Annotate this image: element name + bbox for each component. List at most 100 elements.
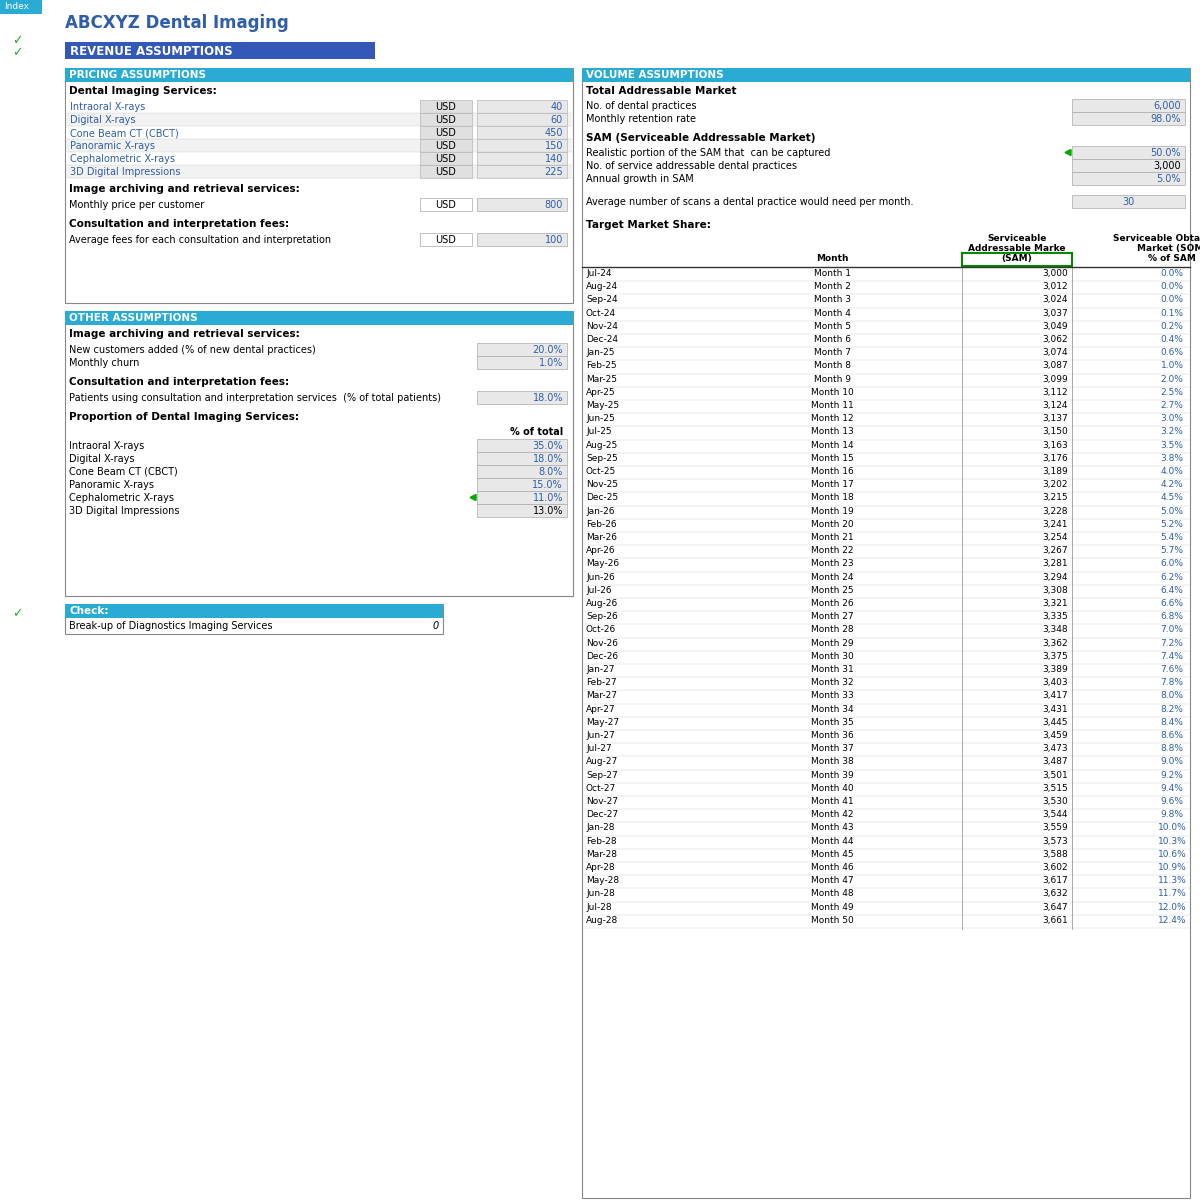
Text: Serviceable: Serviceable — [988, 234, 1046, 242]
Text: Cephalometric X-rays: Cephalometric X-rays — [70, 493, 174, 503]
Text: Jul-25: Jul-25 — [586, 427, 612, 437]
Bar — [420, 152, 472, 164]
Text: Month 12: Month 12 — [811, 414, 853, 424]
Text: Month 45: Month 45 — [811, 850, 853, 859]
Text: 3,074: 3,074 — [1043, 348, 1068, 358]
Text: 3,431: 3,431 — [1043, 704, 1068, 714]
Text: USD: USD — [436, 154, 456, 164]
Text: 11.3%: 11.3% — [1158, 876, 1187, 886]
Text: Month 8: Month 8 — [814, 361, 851, 371]
Text: 11.7%: 11.7% — [1158, 889, 1187, 899]
Text: 9.6%: 9.6% — [1160, 797, 1183, 806]
Bar — [478, 100, 568, 113]
Text: 3,308: 3,308 — [1043, 586, 1068, 595]
Bar — [478, 164, 568, 178]
Text: Average number of scans a dental practice would need per month.: Average number of scans a dental practic… — [586, 197, 913, 206]
Text: 3,501: 3,501 — [1043, 770, 1068, 780]
Text: Oct-27: Oct-27 — [586, 784, 617, 793]
Text: 3,189: 3,189 — [1043, 467, 1068, 476]
Text: 6,000: 6,000 — [1153, 101, 1181, 110]
Text: 3,099: 3,099 — [1043, 374, 1068, 384]
Bar — [66, 126, 572, 139]
Bar — [478, 391, 568, 404]
Text: Month 50: Month 50 — [811, 916, 853, 925]
Text: Month 13: Month 13 — [811, 427, 853, 437]
Text: Nov-25: Nov-25 — [586, 480, 618, 490]
Text: 2.5%: 2.5% — [1160, 388, 1183, 397]
Text: 3,202: 3,202 — [1043, 480, 1068, 490]
Text: Jul-26: Jul-26 — [586, 586, 612, 595]
Text: 40: 40 — [551, 102, 563, 112]
Text: USD: USD — [436, 200, 456, 210]
Text: Image archiving and retrieval services:: Image archiving and retrieval services: — [70, 329, 300, 338]
Text: Panoramic X-rays: Panoramic X-rays — [70, 480, 154, 490]
Text: Jan-28: Jan-28 — [586, 823, 614, 833]
Text: 3,000: 3,000 — [1043, 269, 1068, 278]
Text: 9.4%: 9.4% — [1160, 784, 1183, 793]
Text: Oct-26: Oct-26 — [586, 625, 617, 635]
Text: 0.0%: 0.0% — [1160, 269, 1183, 278]
Text: 5.7%: 5.7% — [1160, 546, 1183, 556]
Text: 3,000: 3,000 — [1153, 161, 1181, 170]
Text: 3,544: 3,544 — [1043, 810, 1068, 820]
Bar — [420, 126, 472, 139]
Text: % of total: % of total — [510, 427, 563, 437]
Text: Feb-25: Feb-25 — [586, 361, 617, 371]
Text: 11.0%: 11.0% — [533, 493, 563, 503]
Text: Month 11: Month 11 — [811, 401, 853, 410]
Text: 7.8%: 7.8% — [1160, 678, 1183, 688]
Text: USD: USD — [436, 128, 456, 138]
Text: 50.0%: 50.0% — [1151, 148, 1181, 158]
Bar — [1072, 146, 1186, 158]
Bar — [478, 233, 568, 246]
Text: Oct-25: Oct-25 — [586, 467, 617, 476]
Text: 5.0%: 5.0% — [1160, 506, 1183, 516]
Bar — [420, 139, 472, 152]
Text: USD: USD — [436, 235, 456, 245]
Text: Month 27: Month 27 — [811, 612, 853, 622]
Text: Nov-24: Nov-24 — [586, 322, 618, 331]
Text: Intraoral X-rays: Intraoral X-rays — [70, 440, 144, 451]
Text: 2.7%: 2.7% — [1160, 401, 1183, 410]
Text: Month 25: Month 25 — [811, 586, 853, 595]
Text: Month 26: Month 26 — [811, 599, 853, 608]
Text: 3,647: 3,647 — [1043, 902, 1068, 912]
Text: Realistic portion of the SAM that  can be captured: Realistic portion of the SAM that can be… — [586, 148, 830, 158]
Text: Digital X-rays: Digital X-rays — [70, 115, 136, 125]
Bar — [66, 164, 572, 178]
Text: Dec-25: Dec-25 — [586, 493, 618, 503]
Text: REVENUE ASSUMPTIONS: REVENUE ASSUMPTIONS — [70, 44, 233, 58]
Text: USD: USD — [436, 140, 456, 151]
Text: 18.0%: 18.0% — [533, 392, 563, 403]
Text: Month 3: Month 3 — [814, 295, 851, 305]
Text: Month 22: Month 22 — [811, 546, 853, 556]
Text: 1.0%: 1.0% — [539, 358, 563, 368]
Bar — [66, 113, 572, 126]
Text: Annual growth in SAM: Annual growth in SAM — [586, 174, 694, 184]
Bar — [478, 504, 568, 517]
Text: Serviceable Obtainable: Serviceable Obtainable — [1112, 234, 1200, 242]
Text: 6.4%: 6.4% — [1160, 586, 1183, 595]
Text: 3,487: 3,487 — [1043, 757, 1068, 767]
Text: 8.0%: 8.0% — [539, 467, 563, 476]
Text: Jan-26: Jan-26 — [586, 506, 614, 516]
Text: Patients using consultation and interpretation services  (% of total patients): Patients using consultation and interpre… — [70, 392, 442, 403]
Text: Month 24: Month 24 — [811, 572, 853, 582]
Text: 3,049: 3,049 — [1043, 322, 1068, 331]
Bar — [1072, 112, 1186, 125]
Text: 3,389: 3,389 — [1043, 665, 1068, 674]
Text: Month 21: Month 21 — [811, 533, 853, 542]
Text: 9.2%: 9.2% — [1160, 770, 1183, 780]
Text: 3,294: 3,294 — [1043, 572, 1068, 582]
Text: Nov-26: Nov-26 — [586, 638, 618, 648]
Bar — [420, 164, 472, 178]
Text: Month 28: Month 28 — [811, 625, 853, 635]
Bar — [478, 343, 568, 356]
Text: Jan-25: Jan-25 — [586, 348, 614, 358]
Text: Jun-25: Jun-25 — [586, 414, 614, 424]
Text: 3.8%: 3.8% — [1160, 454, 1183, 463]
Bar — [65, 42, 374, 59]
Text: 12.4%: 12.4% — [1158, 916, 1187, 925]
Text: 3,012: 3,012 — [1043, 282, 1068, 292]
Text: 3D Digital Impressions: 3D Digital Impressions — [70, 506, 180, 516]
